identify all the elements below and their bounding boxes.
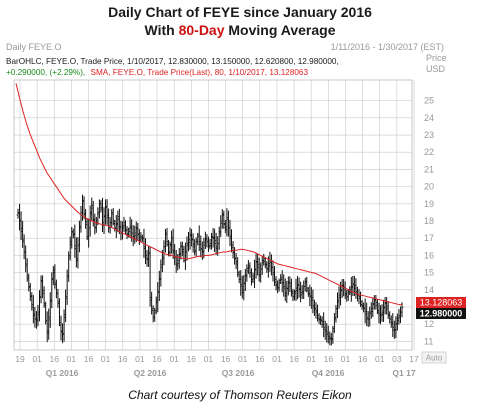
legend-sma: SMA, FEYE.O, Trade Price(Last), 80, 1/10…: [91, 68, 309, 77]
ohlc-bars: [16, 194, 404, 346]
x-tick-label: 01: [306, 354, 316, 364]
header-date-range: 1/11/2016 - 1/30/2017 (EST): [331, 42, 444, 52]
legend-line-2: +0.290000, (+2.29%), SMA, FEYE.O, Trade …: [6, 68, 308, 77]
x-tick-label: 01: [101, 354, 111, 364]
x-tick-label: 01: [375, 354, 385, 364]
price-chart: Daily FEYE.O 1/11/2016 - 1/30/2017 (EST)…: [0, 40, 480, 386]
y-tick-label: 16: [424, 250, 434, 260]
x-tick-label: 19: [15, 354, 25, 364]
x-tick-label: 01: [204, 354, 214, 364]
x-tick-label: 01: [272, 354, 282, 364]
sma-badge-value: 13.128063: [420, 298, 463, 308]
x-tick-label: 17: [409, 354, 419, 364]
quarter-label: Q2 2016: [134, 368, 167, 378]
chart-caption: Chart courtesy of Thomson Reuters Eikon: [128, 388, 352, 402]
x-tick-label: 01: [32, 354, 42, 364]
y-tick-label: 11: [424, 336, 433, 346]
auto-button-bg: [421, 351, 447, 364]
y-tick-label: 17: [424, 233, 434, 243]
plot-frame: [13, 79, 413, 351]
x-tick-label: 16: [152, 354, 162, 364]
x-tick-label: 01: [67, 354, 77, 364]
chart-title-line-2: With 80-Day Moving Average: [0, 22, 480, 38]
y-tick-label: 19: [424, 199, 434, 209]
x-tick-label: 16: [289, 354, 299, 364]
title-suffix: Moving Average: [224, 22, 336, 38]
quarter-label: Q1 2016: [46, 368, 79, 378]
x-axis-ticks: 19 01 16 01 16 01 16 01 16 01 16 01 16 01 16 01 16 01 16 01…: [15, 354, 419, 364]
sma-badge-bg: [416, 297, 466, 308]
y-tick-label: 22: [424, 147, 434, 157]
title-prefix: With: [144, 22, 179, 38]
y-tick-label: 20: [424, 182, 434, 192]
chart-title-line-1: Daily Chart of FEYE since January 2016: [108, 4, 372, 20]
axis-currency-label: USD: [426, 64, 446, 74]
legend-change: +0.290000, (+2.29%),: [6, 68, 85, 77]
auto-button-label: Auto: [426, 354, 443, 363]
x-tick-label: 16: [221, 354, 231, 364]
x-tick-label: 16: [118, 354, 128, 364]
quarter-labels: Q1 2016 Q2 2016 Q3 2016 Q4 2016 Q1 17: [46, 368, 416, 378]
close-badge: 12.980000: [416, 308, 466, 319]
x-tick-label: 01: [341, 354, 351, 364]
x-tick-label: 01: [135, 354, 145, 364]
sma-badge: 13.128063: [416, 297, 466, 308]
y-tick-label: 21: [424, 164, 434, 174]
sma-line: [15, 83, 403, 306]
auto-scale-button[interactable]: Auto: [421, 351, 447, 364]
axis-price-label: Price: [426, 53, 447, 63]
y-tick-label: 23: [424, 130, 434, 140]
x-tick-label: 03: [392, 354, 402, 364]
y-tick-label: 12: [424, 319, 434, 329]
close-badge-bg: [416, 308, 466, 319]
y-tick-label: 18: [424, 216, 434, 226]
y-tick-label: 24: [424, 113, 434, 123]
x-tick-label: 16: [255, 354, 265, 364]
quarter-label: Q3 2016: [222, 368, 255, 378]
y-tick-label: 14: [424, 285, 434, 295]
y-tick-label: 25: [424, 96, 434, 106]
x-tick-label: 16: [358, 354, 368, 364]
x-tick-label: 16: [84, 354, 94, 364]
quarter-label: Q1 17: [392, 368, 415, 378]
header-instrument: Daily FEYE.O: [6, 42, 62, 52]
title-highlight: 80-Day: [178, 22, 225, 38]
x-tick-label: 16: [324, 354, 334, 364]
x-tick-label: 16: [50, 354, 60, 364]
y-tick-label: 15: [424, 268, 434, 278]
quarter-label: Q4 2016: [312, 368, 345, 378]
x-tick-label: 01: [238, 354, 248, 364]
close-badge-value: 12.980000: [420, 309, 463, 319]
x-tick-label: 01: [169, 354, 179, 364]
x-tick-label: 16: [187, 354, 197, 364]
legend-ohlc: BarOHLC, FEYE.O, Trade Price, 1/10/2017,…: [6, 57, 339, 66]
